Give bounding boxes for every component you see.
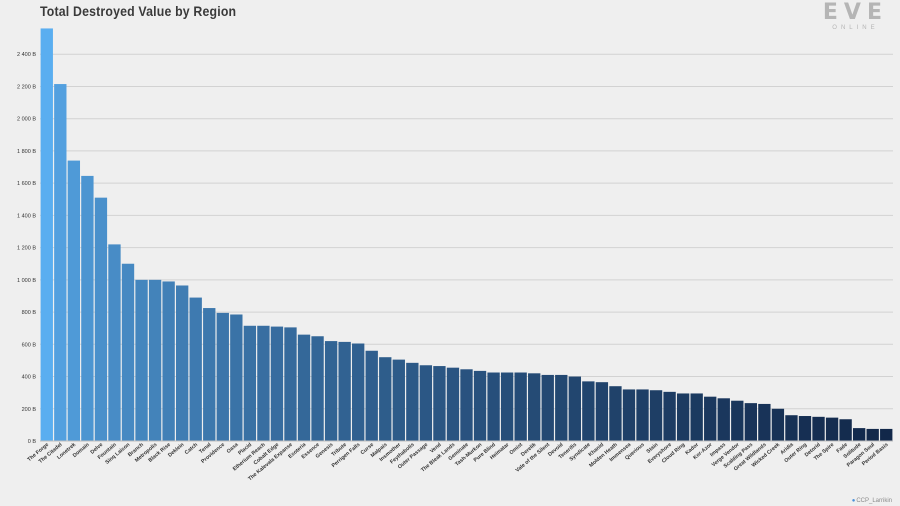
bar <box>270 326 284 441</box>
bar <box>839 419 852 441</box>
bar <box>162 281 175 441</box>
x-tick-label: Catch <box>184 442 199 456</box>
bar <box>568 376 581 441</box>
bar <box>636 389 649 441</box>
bar <box>392 359 405 441</box>
bar <box>500 372 514 441</box>
bar <box>446 367 460 441</box>
chart-title: Total Destroyed Value by Region <box>40 3 237 19</box>
bar <box>257 325 270 441</box>
bar <box>676 393 690 441</box>
bar <box>825 417 839 441</box>
bar <box>487 372 500 441</box>
y-tick-label: 0 B <box>28 439 37 445</box>
bar <box>433 366 446 441</box>
y-tick-label: 800 B <box>22 310 37 316</box>
bar <box>352 343 365 441</box>
y-tick-label: 200 B <box>22 407 37 413</box>
bar <box>135 279 148 441</box>
credit: ●CCP_Larrikin <box>852 498 892 504</box>
bar <box>704 396 717 441</box>
logo-subtitle: ONLINE <box>832 25 879 31</box>
bar <box>338 341 351 441</box>
y-tick-label: 1 400 B <box>17 213 36 219</box>
bar <box>622 389 636 441</box>
bar <box>419 365 433 441</box>
y-tick-label: 600 B <box>22 342 37 348</box>
logo-wordmark: EVE <box>822 0 888 25</box>
bar <box>690 393 703 441</box>
y-tick-label: 2 200 B <box>17 84 36 90</box>
bar <box>311 336 324 441</box>
bar <box>148 279 162 441</box>
credit-handle: CCP_Larrikin <box>856 498 892 504</box>
y-tick-label: 400 B <box>22 375 37 381</box>
y-tick-label: 2 400 B <box>17 52 36 58</box>
bar <box>379 357 392 441</box>
bar <box>731 400 744 441</box>
bar <box>81 175 94 441</box>
bar <box>230 314 243 441</box>
y-tick-label: 2 000 B <box>17 117 36 123</box>
bar <box>54 84 67 442</box>
y-tick-label: 1 600 B <box>17 181 36 187</box>
bar <box>365 350 378 441</box>
y-tick-label: 1 800 B <box>17 149 36 155</box>
bar <box>758 403 771 441</box>
bar <box>203 308 216 441</box>
bar <box>297 334 311 441</box>
bar <box>555 374 568 441</box>
bar <box>609 386 622 441</box>
bar <box>866 428 879 441</box>
bar <box>771 408 785 441</box>
bar <box>406 362 419 441</box>
bar <box>852 428 866 441</box>
bar <box>717 398 730 441</box>
bar <box>785 415 798 441</box>
bar <box>67 160 81 442</box>
bar <box>216 312 229 441</box>
bar <box>528 373 541 441</box>
twitter-bird-icon: ● <box>851 498 856 504</box>
bar <box>880 428 893 441</box>
bar <box>284 327 297 441</box>
bar <box>40 28 53 441</box>
bar <box>94 197 108 441</box>
bar <box>460 369 473 441</box>
bar <box>582 381 595 441</box>
y-tick-label: 1 000 B <box>17 278 36 284</box>
bar <box>175 285 189 441</box>
bar <box>812 416 825 441</box>
eve-online-logo: EVE ONLINE <box>823 2 888 32</box>
bar <box>798 416 812 441</box>
bar <box>324 341 338 441</box>
bar <box>649 390 663 441</box>
bar <box>663 391 676 441</box>
bar <box>514 372 527 441</box>
bar <box>121 263 135 441</box>
bar <box>108 244 121 441</box>
bar <box>473 370 487 441</box>
bar <box>595 382 609 441</box>
y-tick-label: 1 200 B <box>17 246 36 252</box>
bar <box>541 374 554 441</box>
bar <box>189 297 202 441</box>
bar <box>243 325 257 441</box>
bar <box>744 403 758 441</box>
